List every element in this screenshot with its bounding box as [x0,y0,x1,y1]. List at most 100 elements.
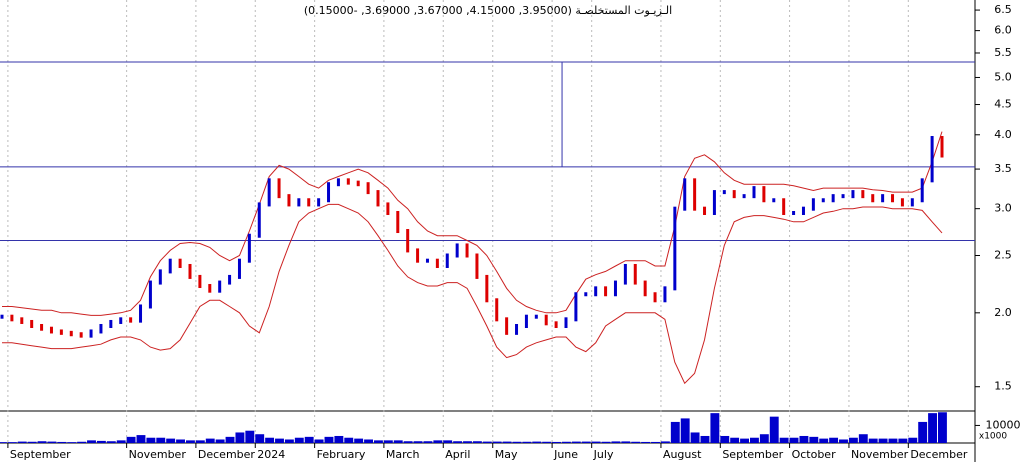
price-bar [30,319,34,328]
price-bar [891,194,895,203]
price-bar [643,280,647,297]
price-bar [386,202,390,215]
price-bar [455,243,459,258]
price-bar [792,210,796,215]
price-bar [900,198,904,207]
volume-bar [314,439,324,443]
volume-bar [413,441,423,443]
price-bar [69,330,73,337]
y-tick-label: 4.5 [994,98,1012,111]
volume-bar [562,441,571,443]
volume-bar [631,441,641,443]
price-bar [633,263,637,285]
price-bar [307,198,311,207]
volume-bar [284,439,294,443]
volume-bar [195,440,205,443]
x-tick-label: December [910,448,968,461]
price-bar [524,314,528,328]
volume-bar [235,432,245,443]
price-bar [267,178,271,207]
price-bar [396,210,400,234]
volume-bar [166,438,176,443]
volume-bar [839,439,848,443]
price-bar [218,280,222,293]
price-bar [148,280,152,309]
x-tick-label: July [593,448,614,461]
volume-bar [898,438,908,443]
volume-bar [176,439,185,443]
volume-bar [690,432,700,443]
price-bar [703,206,707,215]
x-tick-label: April [445,448,470,461]
volume-bar [799,435,809,443]
price-bar [712,190,716,215]
price-bar [188,263,192,279]
price-bar [623,263,627,285]
volume-bar [779,437,789,443]
volume-bar [245,430,255,443]
x-tick-label: August [663,448,702,461]
volume-bar [126,436,136,443]
volume-bar [908,437,918,443]
price-bar [604,286,608,297]
volume-bar [374,440,383,443]
band-line [2,203,943,385]
volume-bar [393,440,403,443]
price-bar [99,323,103,334]
price-bar [178,258,182,268]
price-bar [732,190,736,199]
volume-bar [37,441,47,443]
volume-bar [324,436,334,443]
price-bar [554,321,558,328]
price-bar [693,178,697,211]
volume-bar [601,441,611,443]
price-bar [564,317,568,328]
volume-bar [809,436,819,443]
volume-bar [740,438,749,443]
volume-bar [670,421,680,443]
y-tick-label: 1.5 [994,380,1012,393]
price-bar [445,253,449,268]
price-bar [287,194,291,207]
volume-bar [928,413,937,443]
x-tick-label: March [386,448,420,461]
volume-bar [858,434,868,443]
price-bar [574,292,578,322]
price-bar [257,202,261,238]
volume-bar [96,440,106,443]
price-bar [821,198,825,203]
volume-bar [888,438,898,443]
price-bar [129,317,133,323]
price-bar [752,186,756,199]
volume-bar [67,442,77,443]
volume-bar [789,437,799,443]
price-bar [297,198,301,207]
price-bar [475,253,479,279]
volume-bar [730,437,740,443]
price-bar [505,317,509,335]
price-bar [544,314,548,326]
volume-bar [769,416,779,443]
volume-bar [116,440,126,443]
price-bar [930,136,934,183]
x-tick-label: June [553,448,578,461]
x-tick-label: October [792,448,836,461]
y-tick-label: 2.5 [994,249,1012,262]
volume-bar [265,437,275,443]
price-bar [208,284,212,293]
price-bar [772,198,776,203]
volume-bar [423,441,433,443]
volume-bar [641,441,651,443]
price-bar [653,292,657,303]
volume-bar [502,441,512,443]
price-bar [247,233,251,263]
volume-bar [47,441,57,443]
y-tick-label: 4.0 [994,128,1012,141]
volume-bar [443,440,453,443]
price-bar [406,229,410,253]
volume-bar [364,439,373,443]
price-bar [425,258,429,263]
price-bar [59,329,63,335]
volume-bar [215,439,225,443]
